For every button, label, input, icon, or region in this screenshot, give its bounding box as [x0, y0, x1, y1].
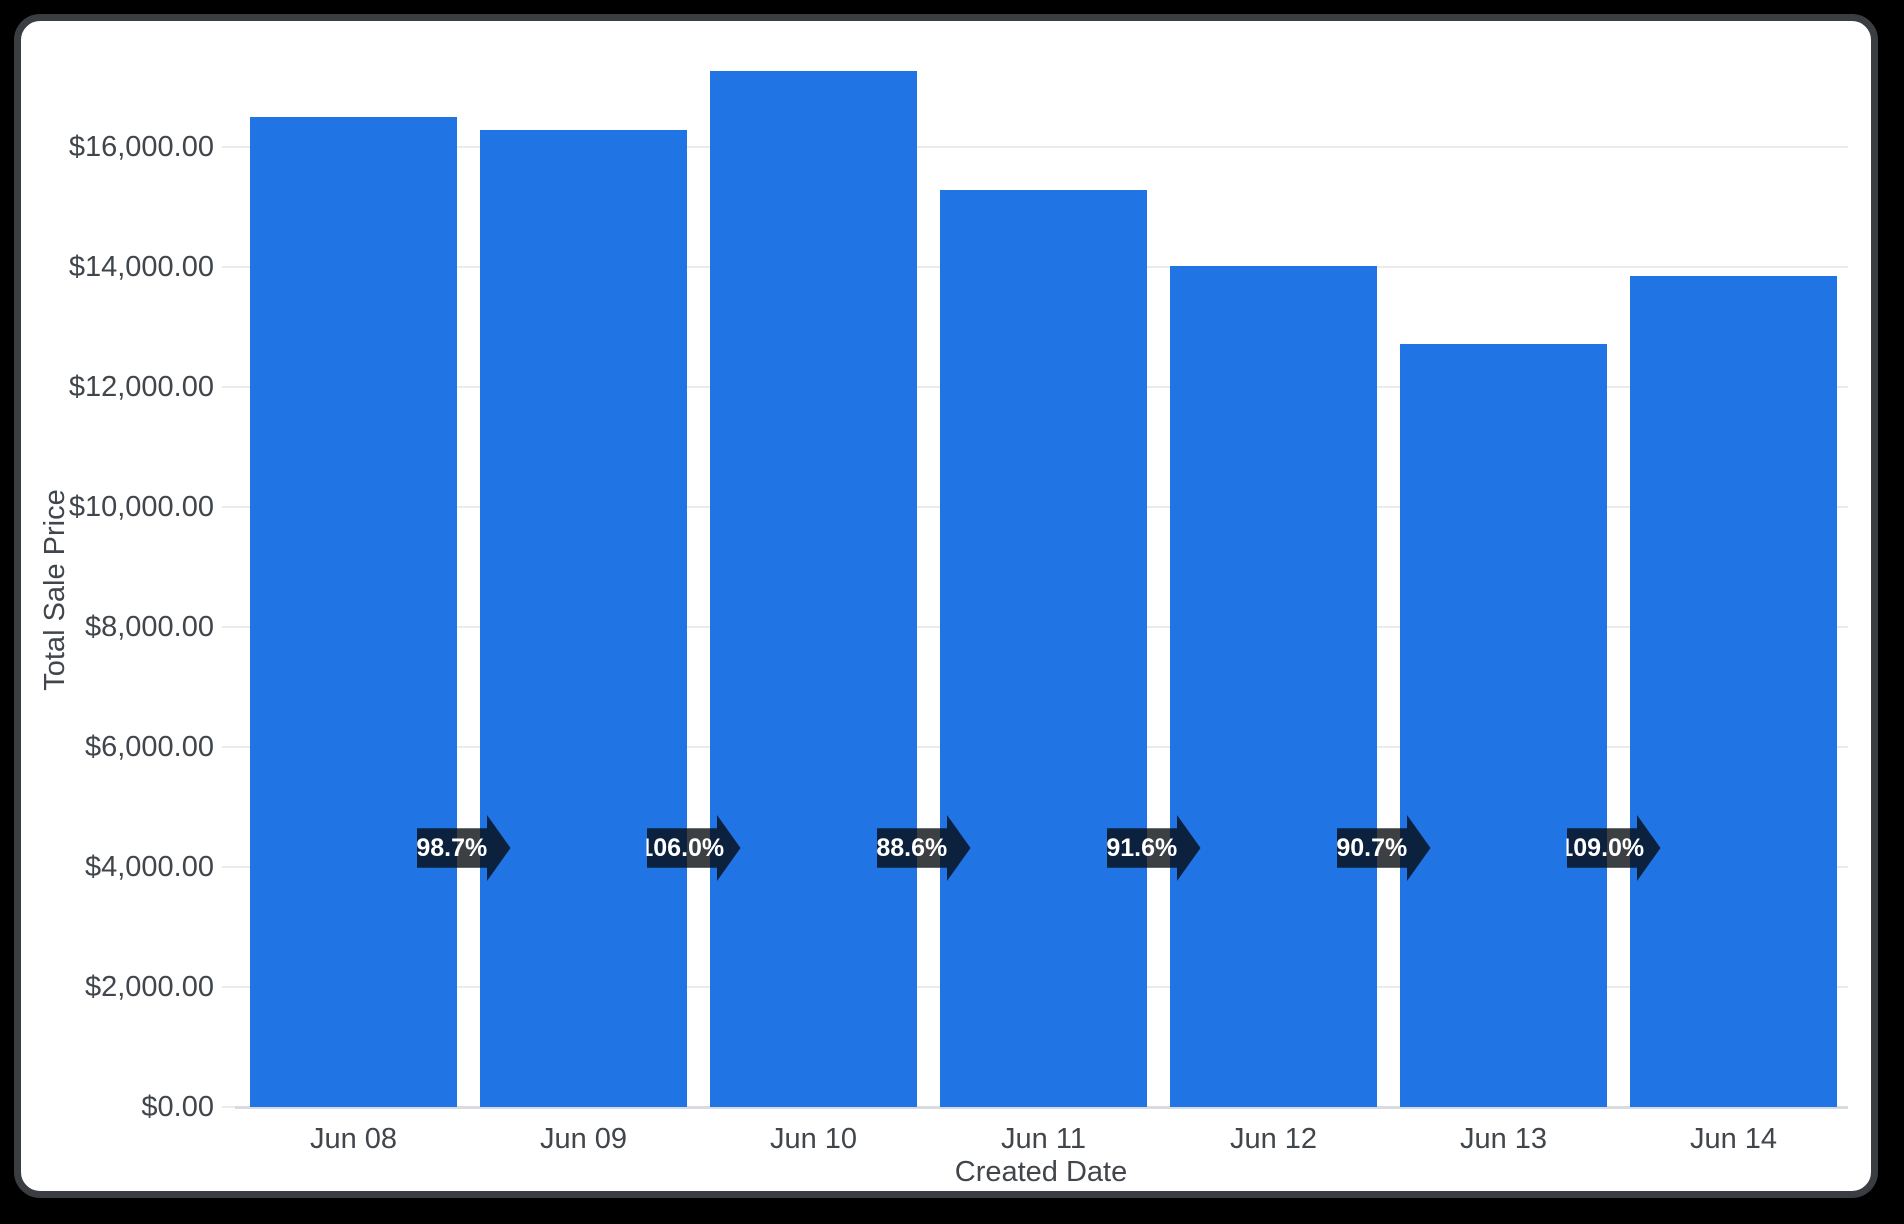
y-tick-label: $0.00	[141, 1091, 214, 1123]
y-axis-title: Total Sale Price	[39, 489, 71, 691]
bar-jun-13[interactable]	[1400, 344, 1607, 1107]
y-axis-tick	[222, 266, 235, 268]
y-axis-tick	[222, 866, 235, 868]
y-axis-tick	[222, 746, 235, 748]
percent-change-value: 91.6%	[1106, 833, 1178, 862]
x-tick-label: Jun 11	[1001, 1123, 1086, 1155]
y-tick-label: $14,000.00	[68, 251, 214, 283]
bar-jun-12[interactable]	[1170, 266, 1377, 1107]
x-tick-label: Jun 08	[309, 1123, 398, 1155]
y-tick-label: $2,000.00	[84, 971, 214, 1003]
x-axis-baseline	[235, 1106, 1848, 1109]
percent-change-value: 98.7%	[416, 833, 488, 862]
x-tick-label: Jun 14	[1689, 1123, 1778, 1155]
x-tick-label: Jun 12	[1229, 1123, 1318, 1155]
bar-jun-08[interactable]	[250, 117, 457, 1107]
y-tick-label: $6,000.00	[84, 731, 214, 763]
bar-jun-14[interactable]	[1630, 276, 1837, 1107]
percent-change-value: 109.0%	[1559, 833, 1645, 862]
bar-jun-11[interactable]	[940, 189, 1147, 1107]
y-axis-tick	[222, 1106, 235, 1108]
y-axis-tick	[222, 386, 235, 388]
y-axis-tick	[222, 626, 235, 628]
y-tick-label: $8,000.00	[84, 611, 214, 643]
gridline	[235, 146, 1848, 148]
y-axis-tick	[222, 506, 235, 508]
x-tick-label: Jun 09	[539, 1123, 628, 1155]
bar-jun-09[interactable]	[480, 129, 687, 1107]
x-axis-title: Created Date	[954, 1156, 1128, 1188]
y-axis-tick	[222, 986, 235, 988]
y-axis-tick	[222, 146, 235, 148]
y-tick-label: $10,000.00	[68, 491, 214, 523]
bar-jun-10[interactable]	[710, 71, 917, 1107]
percent-change-value: 106.0%	[639, 833, 725, 862]
y-tick-label: $16,000.00	[68, 131, 214, 163]
percent-change-value: 90.7%	[1336, 833, 1408, 862]
y-tick-label: $4,000.00	[84, 851, 214, 883]
y-tick-label: $12,000.00	[68, 371, 214, 403]
x-tick-label: Jun 10	[769, 1123, 858, 1155]
percent-change-value: 88.6%	[876, 833, 948, 862]
x-tick-label: Jun 13	[1459, 1123, 1548, 1155]
